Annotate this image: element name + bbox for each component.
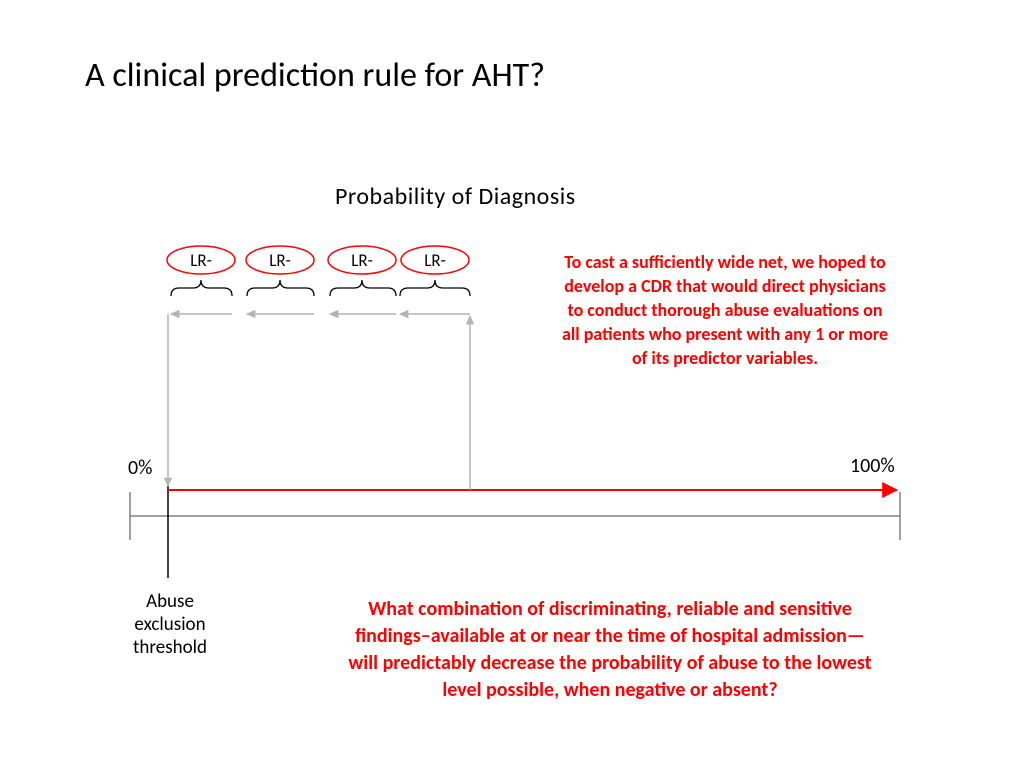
- para-bot-l2: findings–available at or near the time o…: [290, 623, 930, 650]
- threshold-label-line2: exclusion: [120, 613, 220, 636]
- axis-label-100: 100%: [850, 454, 895, 478]
- lr-label-4: LR-: [424, 250, 446, 271]
- para-top-l5: of its predictor variables.: [525, 346, 925, 370]
- brace-3: [330, 280, 396, 296]
- para-bot-l1: What combination of discriminating, reli…: [290, 596, 930, 623]
- lr-label-2: LR-: [269, 250, 291, 271]
- brace-1: [171, 280, 232, 296]
- para-top-l4: all patients who present with any 1 or m…: [525, 322, 925, 346]
- lr-label-3: LR-: [351, 250, 373, 271]
- threshold-label: Abuse exclusion threshold: [120, 590, 220, 659]
- para-top-l1: To cast a sufficiently wide net, we hope…: [525, 250, 925, 274]
- para-top-l3: to conduct thorough abuse evaluations on: [525, 298, 925, 322]
- threshold-label-line3: threshold: [120, 636, 220, 659]
- axis-label-0: 0%: [128, 456, 152, 480]
- brace-2: [247, 280, 314, 296]
- brace-4: [400, 280, 470, 296]
- paragraph-top: To cast a sufficiently wide net, we hope…: [525, 250, 925, 370]
- lr-label-1: LR-: [190, 250, 212, 271]
- paragraph-bottom: What combination of discriminating, reli…: [290, 596, 930, 704]
- para-bot-l3: will predictably decrease the probabilit…: [290, 650, 930, 677]
- para-top-l2: develop a CDR that would direct physicia…: [525, 274, 925, 298]
- threshold-label-line1: Abuse: [120, 590, 220, 613]
- para-bot-l4: level possible, when negative or absent?: [290, 677, 930, 704]
